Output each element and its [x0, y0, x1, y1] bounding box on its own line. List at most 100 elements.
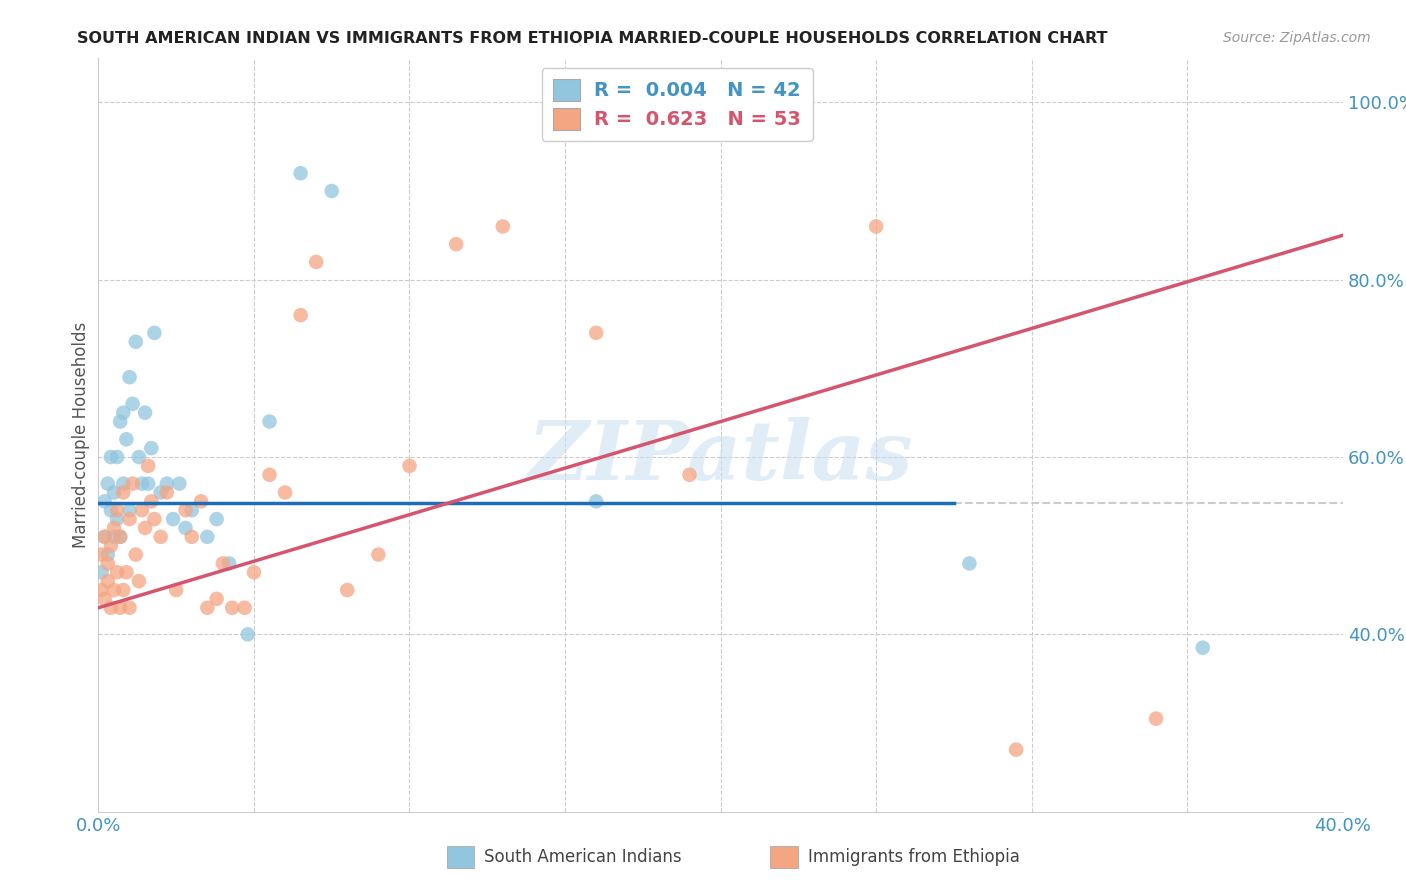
Point: [205, 512, 228, 526]
Point: [100, 600, 122, 615]
Point: [90, 582, 112, 597]
FancyBboxPatch shape: [770, 846, 797, 868]
Point: [121, 476, 143, 491]
Point: [131, 503, 153, 517]
Point: [195, 530, 218, 544]
Point: [131, 476, 153, 491]
Point: [100, 539, 122, 553]
Point: [103, 521, 125, 535]
Point: [169, 476, 191, 491]
Point: [108, 600, 131, 615]
Point: [1144, 712, 1167, 726]
Point: [274, 485, 297, 500]
Point: [128, 450, 150, 464]
Point: [585, 326, 607, 340]
Point: [115, 566, 138, 580]
Point: [174, 521, 197, 535]
Point: [105, 450, 128, 464]
Point: [174, 503, 197, 517]
Point: [243, 566, 266, 580]
Point: [105, 512, 128, 526]
Point: [190, 494, 212, 508]
Point: [321, 184, 343, 198]
Point: [959, 557, 981, 571]
Point: [205, 591, 228, 606]
Point: [180, 530, 202, 544]
Text: ZIPatlas: ZIPatlas: [527, 417, 914, 498]
Point: [93, 530, 115, 544]
FancyBboxPatch shape: [447, 846, 474, 868]
Point: [156, 485, 179, 500]
Point: [165, 582, 187, 597]
Point: [100, 503, 122, 517]
Point: [112, 485, 135, 500]
Point: [134, 521, 156, 535]
Point: [259, 415, 281, 429]
Point: [149, 530, 172, 544]
Point: [118, 600, 141, 615]
Legend: R =  0.004   N = 42, R =  0.623   N = 53: R = 0.004 N = 42, R = 0.623 N = 53: [541, 68, 813, 141]
Point: [108, 530, 131, 544]
Point: [125, 548, 148, 562]
Point: [259, 467, 281, 482]
Point: [103, 485, 125, 500]
Point: [141, 494, 163, 508]
Point: [105, 503, 128, 517]
Text: Source: ZipAtlas.com: Source: ZipAtlas.com: [1223, 31, 1371, 45]
Point: [103, 582, 125, 597]
Point: [118, 370, 141, 384]
Point: [134, 406, 156, 420]
Text: SOUTH AMERICAN INDIAN VS IMMIGRANTS FROM ETHIOPIA MARRIED-COUPLE HOUSEHOLDS CORR: SOUTH AMERICAN INDIAN VS IMMIGRANTS FROM…: [77, 31, 1108, 46]
Point: [121, 397, 143, 411]
Point: [97, 557, 120, 571]
Point: [136, 458, 159, 473]
Point: [108, 415, 131, 429]
Point: [678, 467, 700, 482]
Point: [97, 548, 120, 562]
Y-axis label: Married-couple Households: Married-couple Households: [72, 322, 90, 548]
Point: [1191, 640, 1213, 655]
Point: [162, 512, 184, 526]
Point: [221, 600, 243, 615]
Point: [195, 600, 218, 615]
Point: [103, 530, 125, 544]
Point: [112, 582, 135, 597]
Point: [180, 503, 202, 517]
Point: [367, 548, 389, 562]
Point: [90, 566, 112, 580]
Point: [290, 308, 312, 322]
Point: [112, 476, 135, 491]
Point: [128, 574, 150, 589]
Point: [156, 476, 179, 491]
Point: [97, 476, 120, 491]
Point: [93, 530, 115, 544]
Point: [149, 485, 172, 500]
Point: [118, 512, 141, 526]
Point: [100, 450, 122, 464]
Point: [112, 406, 135, 420]
Point: [118, 503, 141, 517]
Point: [143, 512, 166, 526]
Point: [211, 557, 233, 571]
Point: [136, 476, 159, 491]
Point: [141, 441, 163, 455]
Point: [492, 219, 515, 234]
Point: [143, 326, 166, 340]
Point: [233, 600, 256, 615]
Point: [125, 334, 148, 349]
Point: [290, 166, 312, 180]
Text: Immigrants from Ethiopia: Immigrants from Ethiopia: [807, 848, 1019, 866]
Point: [108, 530, 131, 544]
Point: [1005, 742, 1028, 756]
Point: [398, 458, 420, 473]
Point: [865, 219, 887, 234]
Point: [305, 255, 328, 269]
Point: [90, 548, 112, 562]
Text: South American Indians: South American Indians: [484, 848, 682, 866]
Point: [93, 591, 115, 606]
Point: [218, 557, 240, 571]
Point: [97, 574, 120, 589]
Point: [444, 237, 467, 252]
Point: [236, 627, 259, 641]
Point: [585, 494, 607, 508]
